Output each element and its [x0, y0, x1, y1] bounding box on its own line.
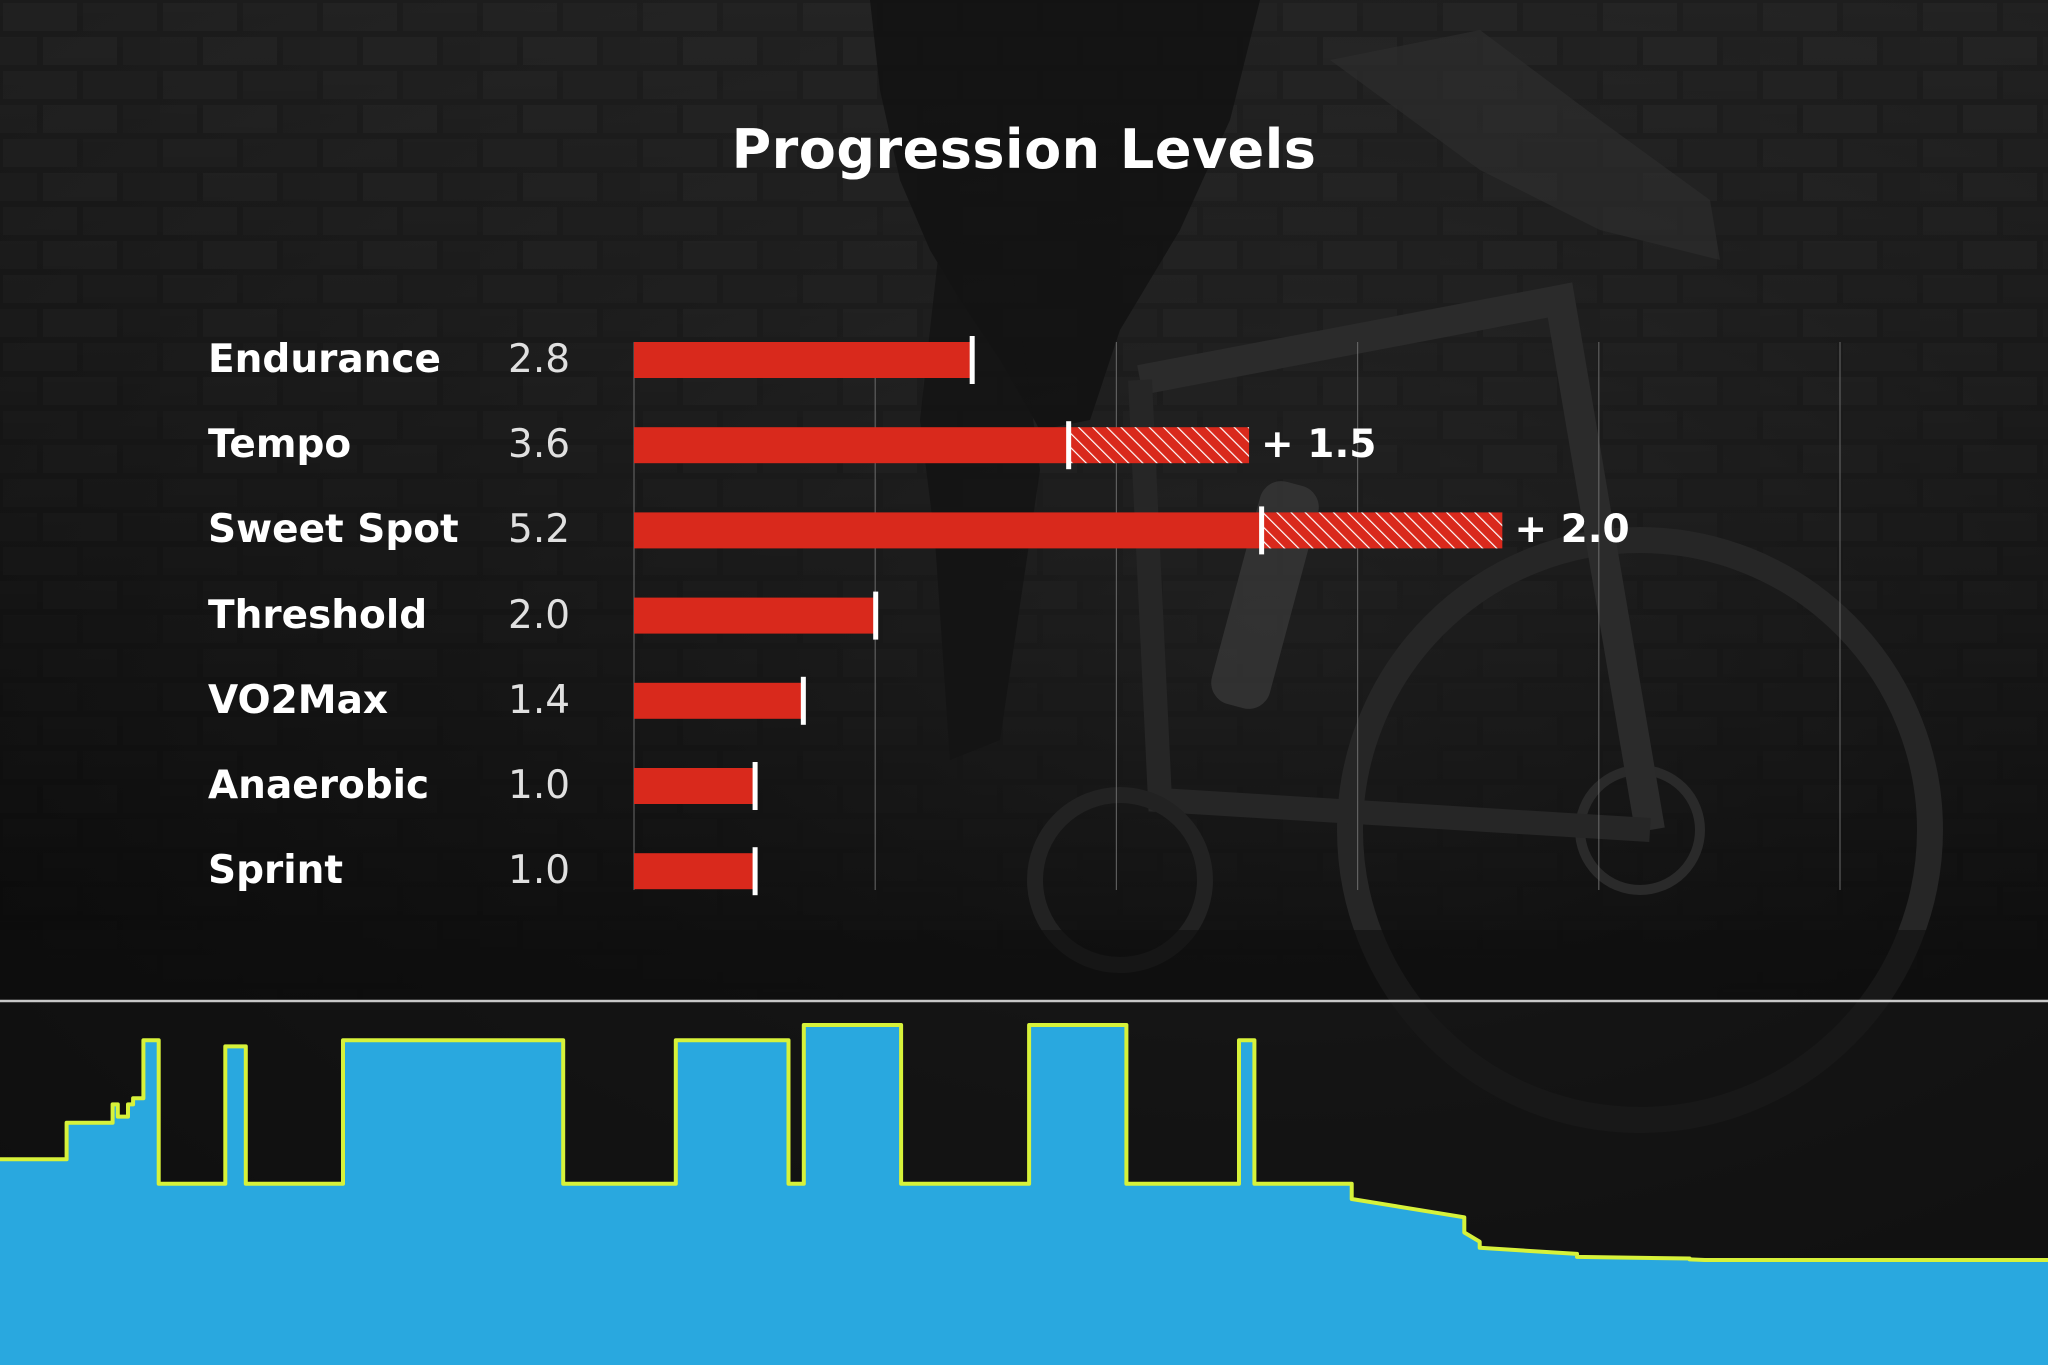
value-label: 1.0	[508, 848, 571, 894]
bar-anaerobic	[634, 768, 755, 804]
value-label: 1.4	[508, 677, 571, 723]
gain-bar-sweet-spot	[1261, 512, 1503, 549]
category-label: VO2Max	[208, 677, 389, 723]
bar-vo2max	[634, 682, 803, 719]
workout-area-fill	[0, 1025, 2048, 1365]
value-label: 2.8	[508, 337, 571, 382]
bar-sprint	[634, 853, 755, 890]
level-marker-sweet-spot	[1259, 506, 1265, 555]
value-label: 5.2	[508, 507, 571, 553]
category-label: Anaerobic	[208, 763, 430, 808]
workout-profile	[0, 999, 2048, 1365]
value-label: 2.0	[508, 592, 571, 638]
category-label: Threshold	[208, 592, 428, 638]
category-label: Sprint	[208, 848, 344, 894]
gain-bar-tempo	[1068, 427, 1250, 464]
bars	[634, 336, 1503, 896]
category-label: Tempo	[208, 422, 352, 468]
gain-label: + 2.0	[1514, 507, 1630, 553]
bar-threshold	[634, 597, 876, 634]
gain-label: + 1.5	[1261, 422, 1377, 468]
level-marker-endurance	[969, 336, 975, 384]
chart-title: Progression Levels	[731, 118, 1317, 181]
level-marker-threshold	[873, 591, 879, 640]
value-label: 1.0	[508, 763, 571, 808]
level-marker-anaerobic	[752, 762, 758, 810]
bar-sweet-spot	[634, 512, 1262, 549]
workout-power-line	[0, 1023, 2048, 1262]
category-label: Sweet Spot	[208, 507, 459, 553]
bar-endurance	[634, 342, 972, 378]
category-label: Endurance	[208, 337, 441, 382]
level-marker-tempo	[1066, 421, 1072, 470]
bar-tempo	[634, 427, 1069, 464]
level-marker-sprint	[752, 847, 758, 896]
value-label: 3.6	[508, 422, 571, 468]
level-marker-vo2max	[800, 676, 806, 725]
